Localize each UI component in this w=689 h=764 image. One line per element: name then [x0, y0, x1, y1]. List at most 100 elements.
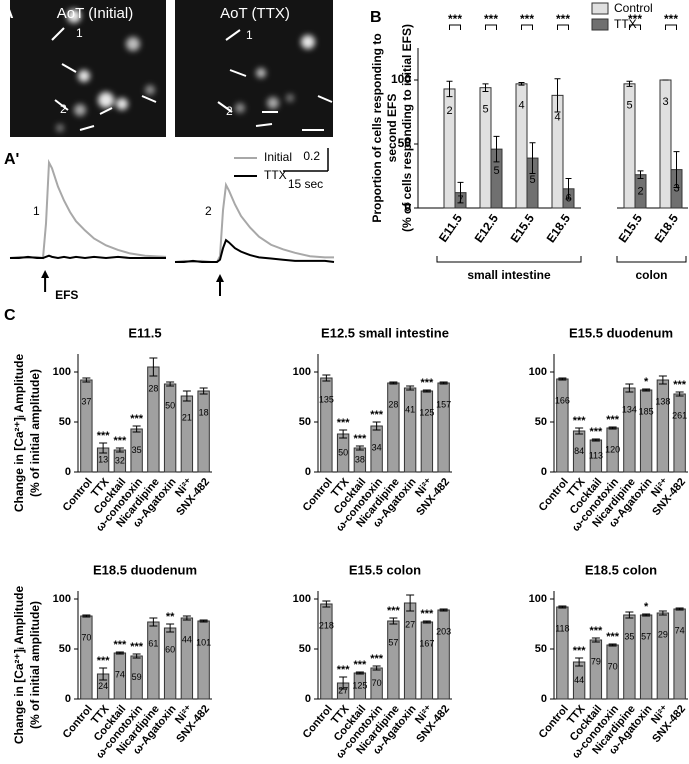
panel-label: C — [4, 307, 16, 324]
legend-label: Control — [614, 1, 653, 15]
error-bar — [199, 619, 208, 623]
y-tick-label: 100 — [529, 593, 547, 605]
error-bar — [182, 390, 191, 402]
n-label: 70 — [608, 661, 618, 671]
cell-label: 1 — [246, 28, 253, 42]
error-bar — [673, 151, 680, 189]
significance: *** — [420, 377, 434, 389]
error-bar — [518, 82, 525, 86]
bar — [639, 389, 653, 473]
y-tick-label: 0 — [541, 466, 547, 478]
n-label: 13 — [98, 454, 108, 464]
n-label: 134 — [622, 404, 637, 414]
error-bar — [355, 671, 364, 675]
y-axis-label: second EFS — [385, 94, 399, 163]
n-label: 5 — [493, 165, 499, 177]
trace-line — [174, 181, 334, 264]
n-label: 167 — [419, 638, 434, 648]
error-bar — [389, 617, 398, 625]
error-bar — [642, 613, 651, 617]
error-bar — [575, 657, 584, 667]
n-label: 32 — [115, 455, 125, 465]
error-bar — [322, 374, 331, 382]
significance: *** — [606, 631, 620, 643]
significance: *** — [113, 639, 127, 651]
error-bar — [493, 135, 500, 163]
error-bar — [149, 617, 158, 627]
n-label: 37 — [81, 396, 91, 406]
y-tick-label: 100 — [391, 72, 411, 86]
n-label: 74 — [675, 625, 685, 635]
error-bar — [372, 665, 381, 671]
bar — [403, 387, 417, 473]
bar — [387, 620, 400, 700]
error-bar — [439, 608, 448, 612]
n-label: 57 — [388, 637, 398, 647]
n-label: 218 — [319, 620, 334, 630]
error-bar — [608, 426, 617, 430]
chart-title: E18.5 colon — [585, 562, 657, 577]
n-label: 4 — [554, 111, 560, 123]
significance: * — [644, 601, 649, 613]
n-label: 70 — [372, 678, 382, 688]
bar — [556, 378, 569, 473]
x-tick-label: E11.5 — [436, 211, 465, 244]
significance: *** — [589, 625, 603, 637]
sig-bracket — [629, 24, 641, 30]
error-bar — [406, 385, 415, 391]
error-bar — [422, 389, 431, 393]
significance: *** — [556, 12, 570, 26]
y-tick-label: 0 — [305, 466, 311, 478]
error-bar — [389, 381, 398, 385]
n-label: 7 — [457, 194, 463, 206]
panel-label: A' — [4, 151, 19, 168]
legend-swatch — [591, 18, 609, 31]
trace-label: 2 — [205, 204, 212, 218]
error-bar — [339, 676, 348, 690]
micrograph — [10, 0, 166, 137]
n-label: 5 — [529, 174, 535, 186]
n-label: 135 — [319, 394, 334, 404]
n-label: 27 — [338, 685, 348, 695]
bar — [147, 621, 160, 700]
chart-title: E15.5 duodenum — [569, 325, 673, 340]
bar — [437, 382, 450, 473]
n-label: 57 — [641, 631, 651, 641]
significance: *** — [387, 605, 401, 617]
bar — [623, 614, 636, 700]
n-label: 28 — [148, 383, 158, 393]
y-axis-label: (% of initial amplitude) — [28, 369, 42, 497]
cell-label: 2 — [226, 104, 233, 118]
y-tick-label: 50 — [535, 416, 547, 428]
x-tick-label: Control — [537, 703, 571, 741]
cell-label: 1 — [76, 26, 83, 40]
error-bar — [675, 391, 684, 397]
error-bar — [554, 78, 561, 113]
n-label: 35 — [132, 445, 142, 455]
n-label: 28 — [388, 399, 398, 409]
legend-swatch — [591, 2, 609, 15]
bar — [80, 379, 93, 473]
n-label: 2 — [637, 185, 643, 197]
panel-label: B — [370, 9, 382, 26]
bar — [589, 639, 603, 700]
y-tick-label: 50 — [299, 643, 311, 655]
n-label: 50 — [165, 400, 175, 410]
arrows — [51, 27, 333, 131]
y-tick-label: 50 — [535, 643, 547, 655]
n-label: 5 — [482, 104, 488, 116]
n-label: 5 — [626, 100, 632, 112]
n-label: 70 — [81, 632, 91, 642]
significance: *** — [664, 12, 678, 26]
n-label: 44 — [574, 675, 584, 685]
bar — [403, 602, 417, 700]
error-bar — [675, 607, 684, 611]
bar — [180, 395, 194, 473]
chart-title: E15.5 colon — [349, 562, 421, 577]
error-bar — [457, 181, 464, 204]
legend-label: TTX — [264, 168, 287, 182]
error-bar — [406, 594, 415, 612]
significance: *** — [337, 664, 351, 676]
bar — [656, 379, 670, 473]
